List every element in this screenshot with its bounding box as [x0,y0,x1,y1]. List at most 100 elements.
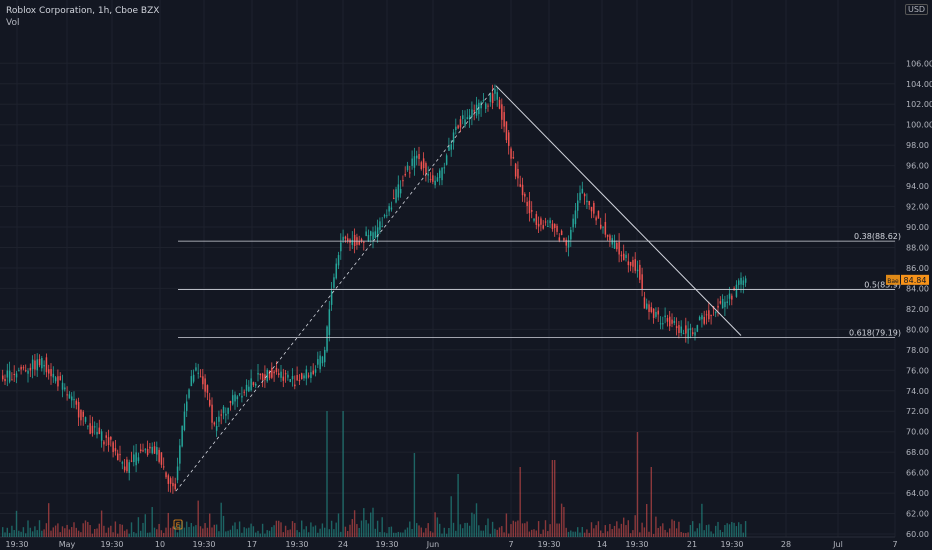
candle [250,369,252,392]
candle [38,354,41,368]
volume-bar [404,529,406,537]
candle-body [107,437,110,445]
candle [36,353,38,377]
volume-bar [395,532,397,537]
volume-bar [197,500,199,537]
candle [107,429,110,452]
candle-body [393,197,395,199]
candle-body [452,132,455,143]
candle-body [482,100,485,102]
candle-body [664,315,666,318]
candle [206,384,209,401]
candle [169,476,172,493]
candle-body [261,373,264,381]
candle [531,201,533,219]
candle-body [570,229,572,240]
symbol-title[interactable]: Roblox Corporation, 1h, Cboe BZX [6,6,160,16]
x-tick-label: Jun [426,540,440,549]
volume-bar [18,530,20,537]
volume-bar [75,527,77,537]
y-tick-label: 80.00 [906,325,929,334]
volume-bar [544,520,547,537]
candle-body [135,452,137,466]
candle-body [528,200,531,214]
candle [717,298,719,317]
candle-body [204,378,206,392]
candle [650,302,653,314]
candle [742,276,745,294]
volume-bar [61,526,64,537]
volume-bar [349,524,351,537]
volume-bar [682,532,685,537]
candle-body [503,112,505,127]
candle-body [441,167,443,181]
volume-bar [80,532,82,537]
volume-bar [639,532,641,537]
candle-body [303,375,305,379]
candle [66,386,68,401]
candle-body [176,466,179,481]
y-tick-label: 68.00 [906,448,929,457]
volume-bar [158,523,160,537]
volume-bar [296,530,298,537]
candle-body [629,261,632,266]
candle [459,115,462,133]
candle [669,310,671,332]
candle-body [36,359,38,371]
candle [687,321,689,344]
y-tick-label: 82.00 [906,305,929,314]
volume-bar [110,525,112,537]
candle [632,256,634,273]
candle [664,307,666,324]
candle-body [422,158,425,169]
candle [213,421,216,427]
candle-body [158,449,160,462]
candle-body [680,326,682,333]
earnings-marker-box [173,519,183,530]
candle-body [519,184,521,187]
volume-bar [685,533,687,537]
volume-bar [321,523,324,537]
volume-indicator-label[interactable]: Vol [6,18,20,28]
price-tag-left-text: Bae [887,278,899,285]
candle [475,96,478,119]
volume-bar [480,530,482,537]
candle-body [623,253,625,261]
candle-body [301,373,303,380]
y-tick-label: 72.00 [906,407,929,416]
candle [303,373,305,381]
volume-bar [144,514,146,537]
currency-label[interactable]: USD [905,4,929,15]
volume-bar [535,530,537,537]
volume-bar [432,532,434,537]
volume-bar [533,529,535,537]
volume-bar [353,510,356,537]
candle-body [119,454,121,456]
candle [379,217,381,234]
candle-body [167,475,170,484]
candle [29,363,32,378]
candle-body [31,359,34,370]
candle [284,369,287,383]
candle [544,217,547,226]
candle [22,365,25,371]
volume-bar [66,524,68,537]
candle [399,180,402,198]
volume-bar [636,432,639,537]
x-tick-label: 19:30 [100,540,123,549]
volume-bar [514,521,517,537]
candle [167,473,170,492]
volume-bar [328,529,330,537]
candle [434,175,436,189]
candle [462,109,464,125]
volume-bar [232,525,234,537]
volume-bar [268,530,271,537]
candle-body [165,472,167,478]
candle [418,146,420,166]
candle [57,369,59,391]
candle-body [211,404,213,423]
candle [363,240,365,251]
volume-bar [629,533,632,537]
price-tag-box [901,274,929,285]
